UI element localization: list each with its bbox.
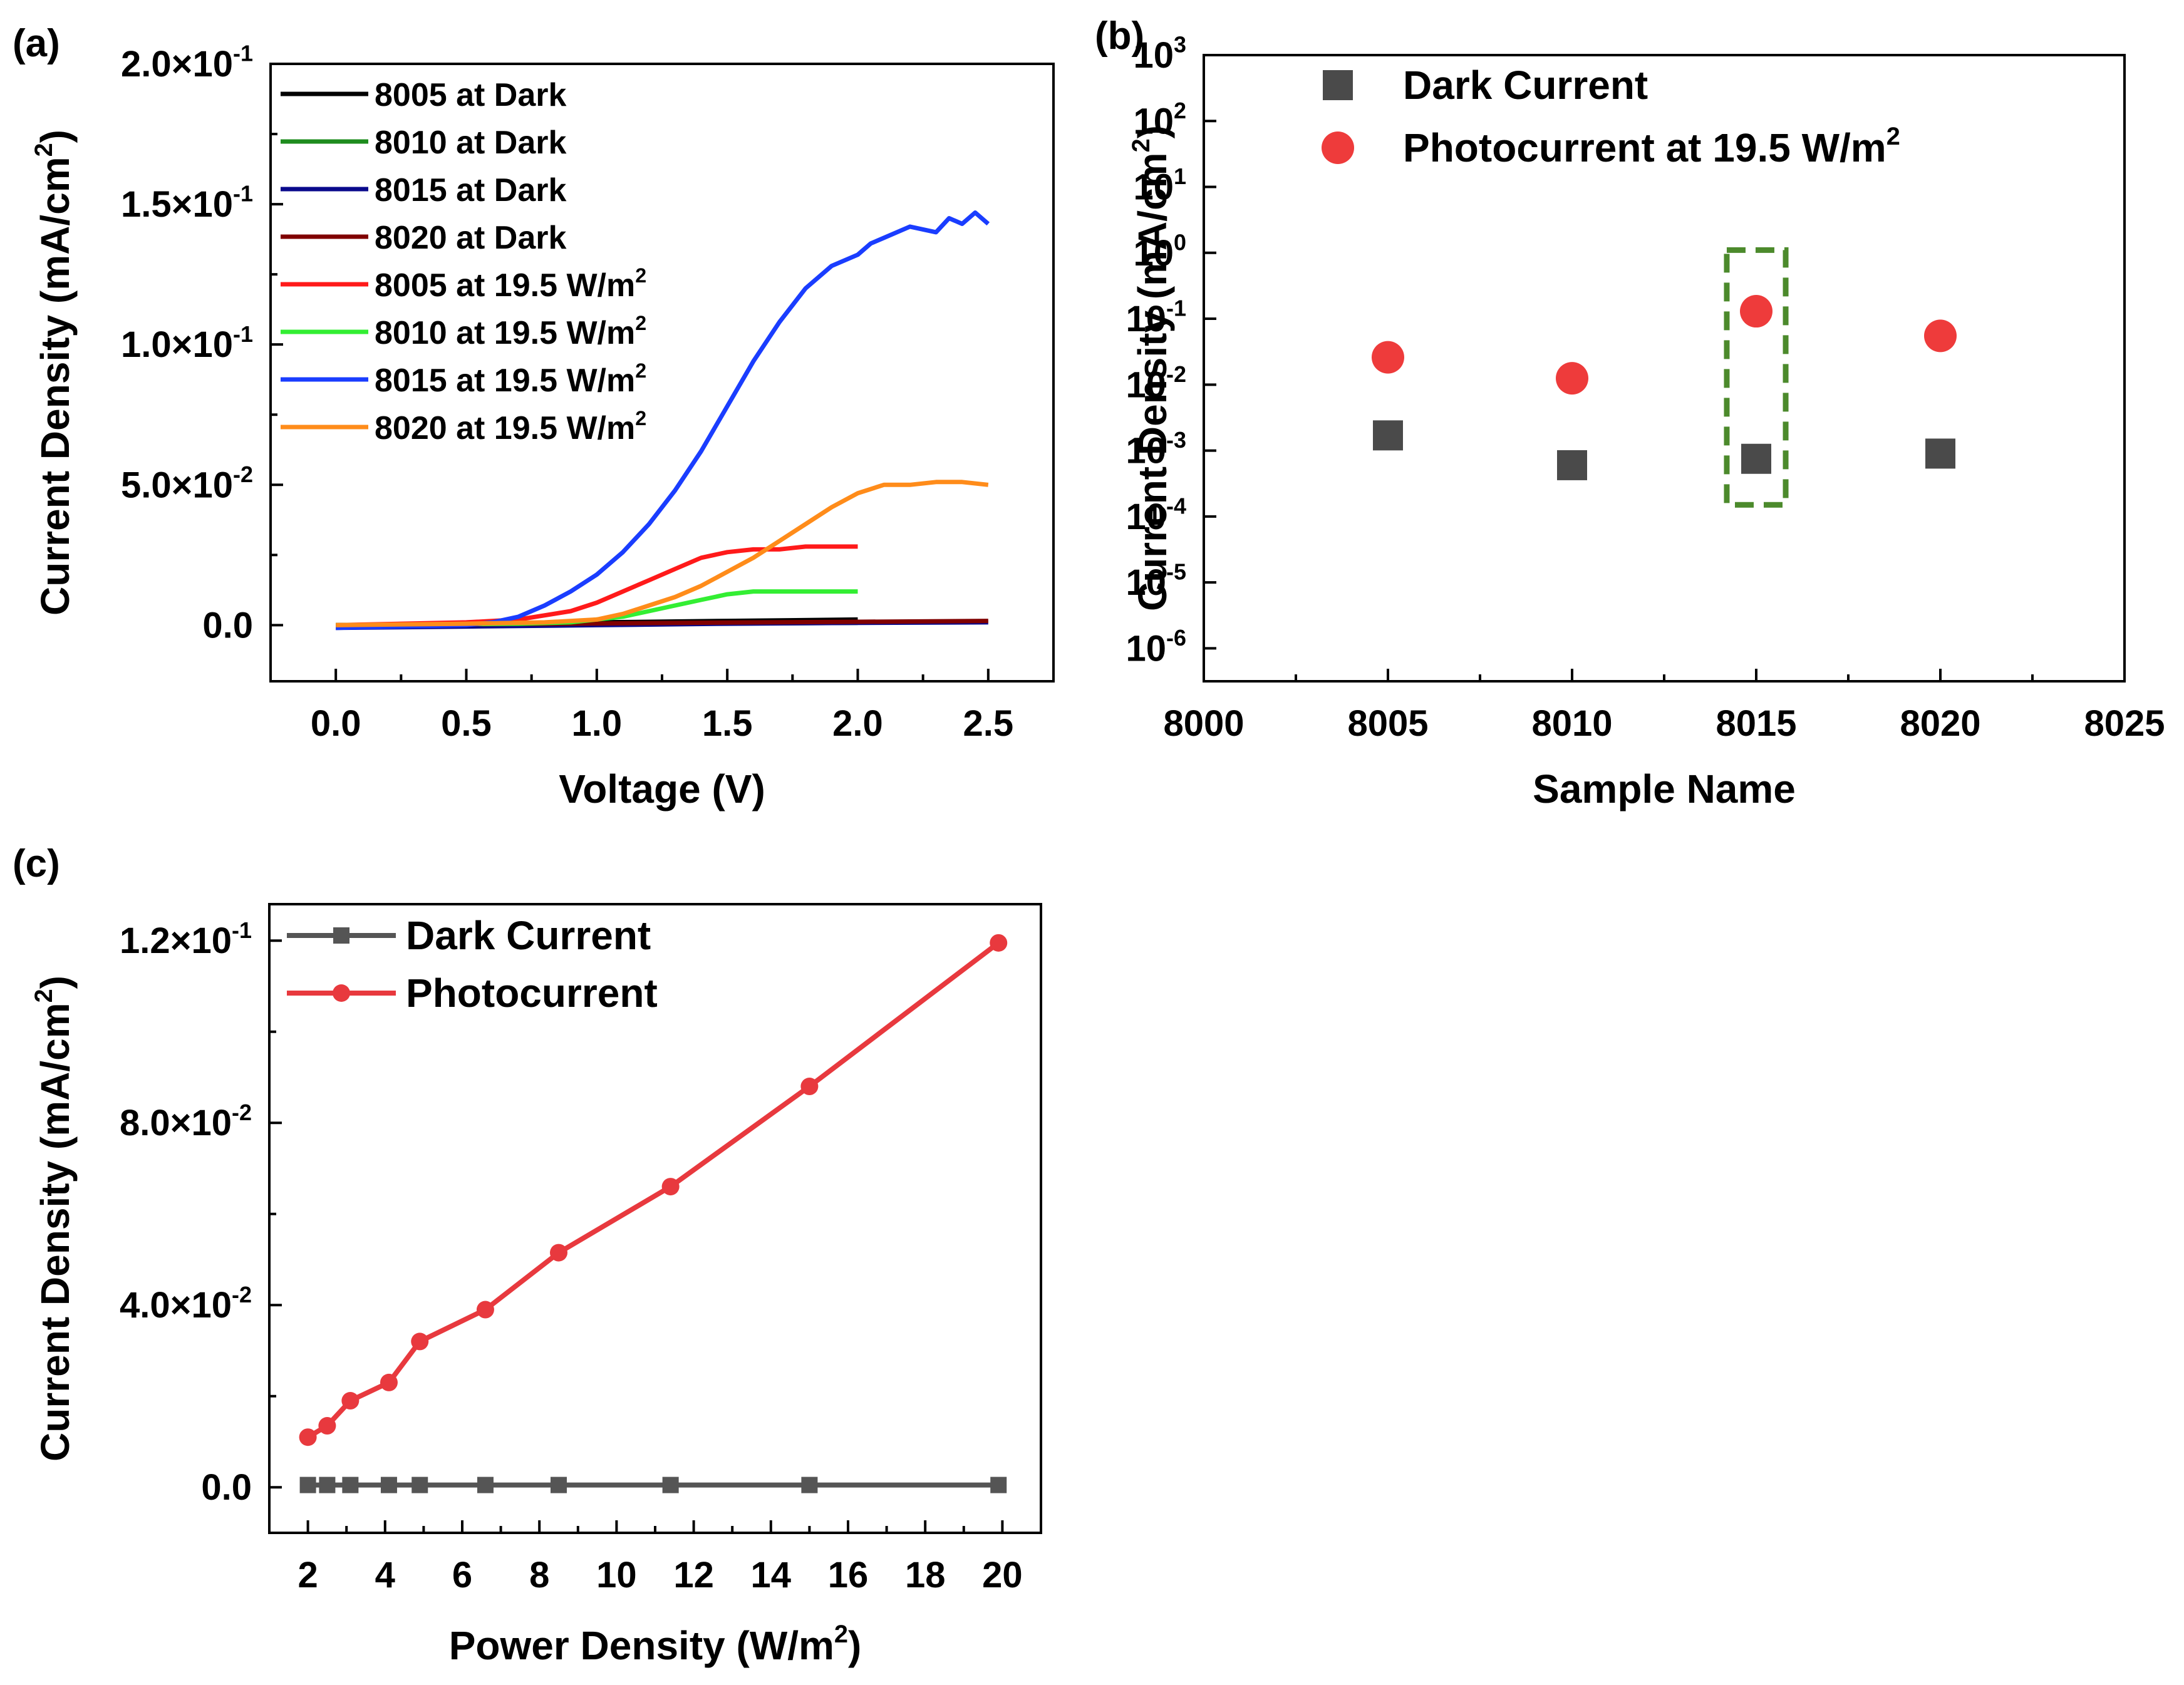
data-point bbox=[662, 1476, 679, 1493]
y-tick-label: 10-2 bbox=[1126, 361, 1186, 405]
data-point bbox=[476, 1301, 494, 1319]
data-point bbox=[411, 1476, 428, 1493]
series-line bbox=[336, 210, 990, 631]
y-tick-label: 0.0 bbox=[201, 1467, 252, 1508]
y-tick-label: 1.0×10-1 bbox=[121, 321, 253, 365]
x-tick-label: 12 bbox=[673, 1555, 714, 1595]
data-point bbox=[1557, 450, 1587, 480]
legend-label: 8015 at Dark bbox=[375, 172, 567, 209]
data-point bbox=[1373, 420, 1403, 451]
y-axis-label: Current Density (mA/cm2) bbox=[1127, 125, 1175, 611]
data-point bbox=[299, 1428, 317, 1446]
x-axis-label: Power Density (W/m2) bbox=[449, 1621, 862, 1668]
x-tick-label: 18 bbox=[905, 1555, 946, 1595]
legend-label: Photocurrent bbox=[406, 971, 658, 1016]
x-tick-label: 8020 bbox=[1900, 703, 1980, 744]
y-tick-label: 2.0×10-1 bbox=[121, 41, 253, 85]
y-tick-label: 4.0×10-2 bbox=[120, 1282, 252, 1326]
y-tick-label: 0.0 bbox=[202, 605, 253, 646]
x-tick-label: 6 bbox=[452, 1555, 472, 1595]
x-tick-label: 8010 bbox=[1531, 703, 1612, 744]
legend-label: Dark Current bbox=[1403, 63, 1648, 108]
data-point bbox=[801, 1476, 818, 1493]
x-tick-label: 8000 bbox=[1163, 703, 1244, 744]
legend-swatch bbox=[1323, 70, 1353, 100]
y-tick-label: 8.0×10-2 bbox=[120, 1100, 252, 1143]
data-point bbox=[551, 1476, 567, 1493]
series-line bbox=[336, 480, 989, 627]
x-tick-label: 0.0 bbox=[311, 703, 361, 744]
x-tick-label: 8025 bbox=[2084, 703, 2165, 744]
data-point bbox=[661, 1178, 680, 1196]
x-tick-label: 20 bbox=[982, 1555, 1023, 1595]
y-tick-label: 10-6 bbox=[1126, 625, 1186, 669]
data-point bbox=[1925, 438, 1955, 469]
data-point bbox=[318, 1417, 336, 1435]
data-point bbox=[342, 1476, 359, 1493]
panel-label: (c) bbox=[13, 842, 60, 885]
data-point bbox=[1740, 295, 1773, 328]
data-point bbox=[319, 1476, 336, 1493]
data-point bbox=[1372, 341, 1404, 374]
data-point bbox=[477, 1476, 494, 1493]
data-point bbox=[1924, 319, 1957, 353]
legend-label: 8010 at 19.5 W/m2 bbox=[375, 312, 646, 351]
legend-swatch bbox=[1322, 131, 1354, 164]
legend-marker bbox=[333, 984, 350, 1002]
y-tick-label: 1.5×10-1 bbox=[121, 181, 253, 225]
x-tick-label: 2.5 bbox=[963, 703, 1014, 744]
legend-label: 8005 at Dark bbox=[375, 77, 567, 113]
data-point bbox=[1741, 443, 1771, 474]
x-tick-label: 1.0 bbox=[572, 703, 623, 744]
legend-label: Dark Current bbox=[406, 913, 651, 958]
legend-label: Photocurrent at 19.5 W/m2 bbox=[1403, 123, 1900, 170]
x-tick-label: 2.0 bbox=[832, 703, 883, 744]
data-point bbox=[800, 1078, 819, 1096]
legend-marker bbox=[333, 927, 349, 944]
x-tick-label: 14 bbox=[751, 1555, 792, 1595]
data-point bbox=[990, 934, 1008, 952]
data-point bbox=[990, 1476, 1007, 1493]
y-tick-label: 1.2×10-1 bbox=[120, 917, 252, 961]
y-axis-label: Current Density (mA/cm2) bbox=[30, 976, 78, 1461]
x-tick-label: 16 bbox=[828, 1555, 869, 1595]
x-axis-label: Voltage (V) bbox=[559, 766, 765, 812]
panel-b: 8000 8005 8010 8015 8020 802510-610-510-410-3… bbox=[1126, 32, 2165, 812]
data-point bbox=[380, 1373, 398, 1391]
legend-label: 8015 at 19.5 W/m2 bbox=[375, 359, 646, 399]
series-line bbox=[336, 544, 858, 627]
data-point bbox=[411, 1332, 429, 1351]
legend-label: 8020 at Dark bbox=[375, 220, 567, 256]
panel-a: 0.0 0.5 1.0 1.5 2.0 2.5 0.0 5.0×10-2 1.0×10-1 1.5… bbox=[30, 41, 1055, 812]
legend-label: 8005 at 19.5 W/m2 bbox=[375, 264, 646, 304]
x-tick-label: 8005 bbox=[1347, 703, 1428, 744]
x-tick-label: 2 bbox=[298, 1555, 318, 1595]
data-point bbox=[1556, 362, 1588, 395]
x-tick-label: 4 bbox=[375, 1555, 395, 1595]
data-point bbox=[550, 1244, 567, 1262]
data-point bbox=[299, 1476, 316, 1493]
x-tick-label: 0.5 bbox=[441, 703, 492, 744]
x-axis-label: Sample Name bbox=[1533, 766, 1796, 812]
legend-label: 8010 at Dark bbox=[375, 125, 567, 161]
x-tick-label: 10 bbox=[596, 1555, 637, 1595]
x-tick-label: 1.5 bbox=[702, 703, 753, 744]
y-tick-label: 5.0×10-2 bbox=[121, 461, 253, 505]
highlight-box bbox=[1724, 247, 1789, 508]
x-tick-label: 8015 bbox=[1716, 703, 1796, 744]
panel-c: 2 4 6 8 10 12 14 16 18 20 0.0 4.0×10-2 8.0×10-2 1.2×1… bbox=[30, 903, 1042, 1668]
data-point bbox=[380, 1476, 397, 1493]
data-point bbox=[341, 1392, 360, 1410]
y-axis-label: Current Density (mA/cm2) bbox=[30, 130, 78, 616]
panel-label: (a) bbox=[13, 22, 60, 65]
x-tick-label: 8 bbox=[529, 1555, 549, 1595]
panel-label: (b) bbox=[1095, 14, 1144, 58]
series-line bbox=[306, 940, 1000, 1440]
legend-label: 8020 at 19.5 W/m2 bbox=[375, 407, 646, 446]
